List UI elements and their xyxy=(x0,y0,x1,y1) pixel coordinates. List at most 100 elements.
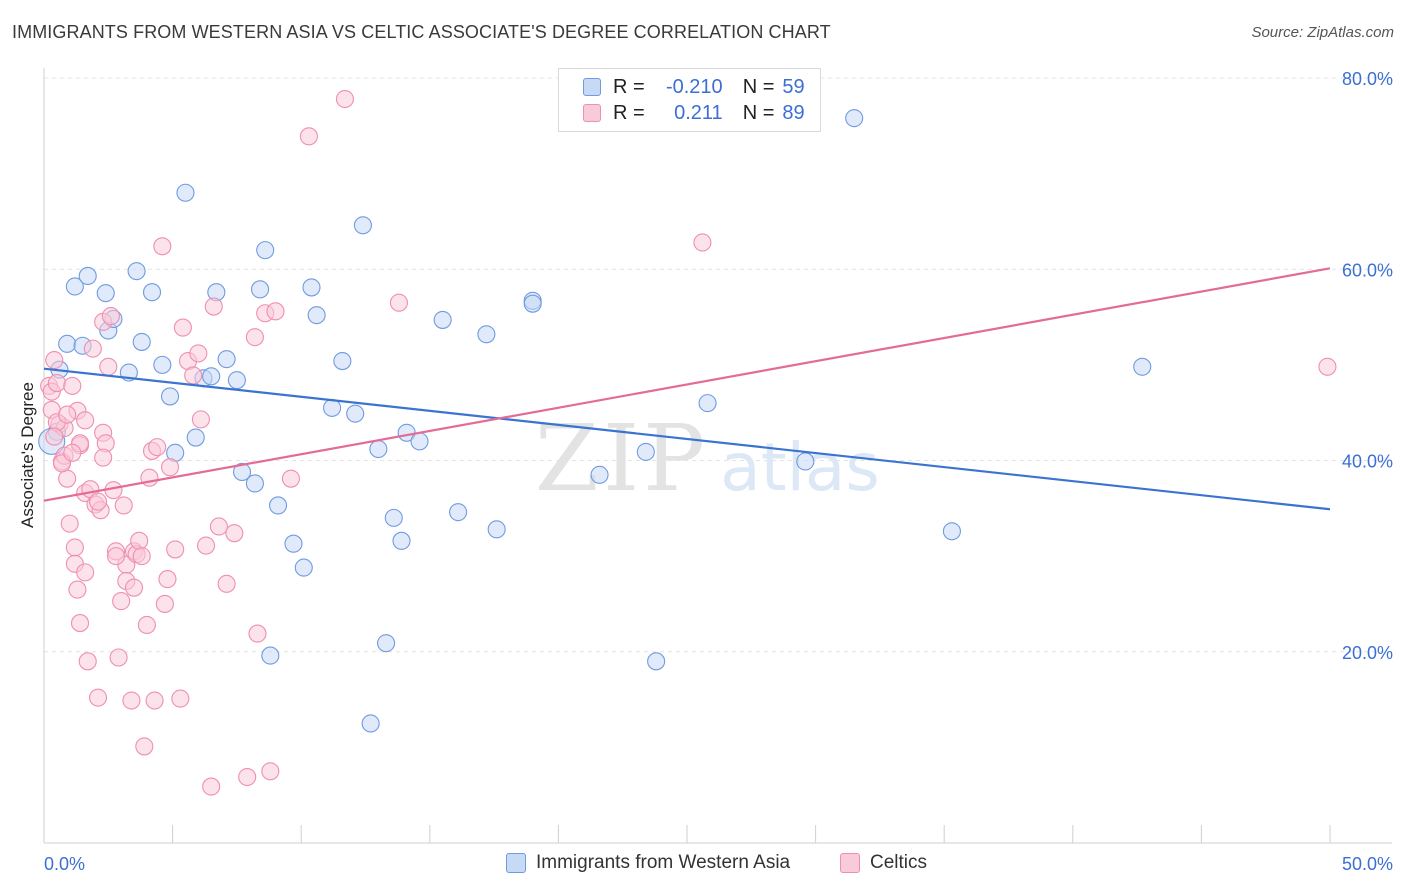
point-celtics xyxy=(78,652,97,671)
point-western-asia xyxy=(127,262,146,281)
y-tick-label: 20.0% xyxy=(1342,643,1393,663)
point-celtics xyxy=(94,448,113,467)
point-celtics xyxy=(217,574,236,593)
legend-n-value-western-asia: 59 xyxy=(782,75,805,98)
point-western-asia xyxy=(142,283,162,302)
point-celtics xyxy=(112,592,131,611)
point-celtics xyxy=(248,624,267,643)
point-western-asia xyxy=(377,634,396,653)
point-celtics xyxy=(238,767,257,787)
point-western-asia xyxy=(232,462,252,482)
point-celtics xyxy=(158,570,177,589)
point-celtics xyxy=(114,496,133,515)
grid-lines xyxy=(44,77,1392,653)
point-celtics xyxy=(124,578,144,597)
point-western-asia xyxy=(202,367,221,386)
point-celtics xyxy=(204,297,223,316)
point-celtics xyxy=(145,691,164,710)
point-western-asia xyxy=(410,432,429,451)
trend-line-western-asia xyxy=(43,367,1331,511)
point-celtics xyxy=(106,547,126,566)
point-western-asia xyxy=(392,531,411,550)
point-celtics xyxy=(68,580,87,599)
point-celtics xyxy=(281,469,300,488)
legend-row-celtics: R = 0.211 N = 89 xyxy=(583,100,805,126)
point-celtics xyxy=(132,547,151,566)
point-western-asia xyxy=(346,404,365,423)
y-tick-label: 60.0% xyxy=(1342,260,1393,280)
point-western-asia xyxy=(227,371,246,390)
chart-source: Source: ZipAtlas.com xyxy=(1251,24,1394,41)
point-celtics xyxy=(173,318,192,337)
point-western-asia xyxy=(153,355,172,374)
point-celtics xyxy=(166,540,185,559)
legend-n-label: N = xyxy=(742,75,775,98)
point-western-asia xyxy=(942,522,961,541)
point-celtics xyxy=(63,376,82,395)
correlation-legend: R = -0.210 N = 59 R = 0.211 N = 89 xyxy=(558,68,821,132)
point-western-asia xyxy=(245,474,264,493)
legend-r-label: R = xyxy=(613,75,645,98)
point-celtics xyxy=(245,328,264,347)
trend-line-celtics xyxy=(43,267,1331,502)
point-celtics xyxy=(58,405,77,424)
bottom-legend-western-asia: Immigrants from Western Asia xyxy=(506,852,790,874)
axes xyxy=(43,68,1392,844)
point-celtics xyxy=(70,614,90,633)
legend-n-value-celtics: 89 xyxy=(782,101,805,124)
point-western-asia xyxy=(96,284,115,303)
point-western-asia xyxy=(523,294,542,313)
legend-r-label: R = xyxy=(613,101,645,124)
point-celtics xyxy=(88,492,108,511)
point-western-asia xyxy=(384,508,403,527)
point-celtics xyxy=(130,531,149,550)
x-tick-label: 0.0% xyxy=(44,854,85,874)
point-celtics xyxy=(160,458,180,477)
legend-row-western-asia: R = -0.210 N = 59 xyxy=(583,74,805,100)
legend-r-value-western-asia: -0.210 xyxy=(665,75,723,98)
point-celtics xyxy=(171,689,190,708)
point-western-asia xyxy=(477,325,496,344)
point-celtics xyxy=(299,127,318,146)
bottom-legend-swatch-western-asia xyxy=(506,853,526,873)
point-western-asia xyxy=(307,306,326,325)
point-celtics xyxy=(58,469,77,488)
bottom-legend-celtics: Celtics xyxy=(840,852,927,874)
point-western-asia xyxy=(1133,357,1152,376)
point-celtics xyxy=(99,357,118,376)
point-celtics xyxy=(261,762,280,781)
point-celtics xyxy=(148,438,167,457)
point-celtics xyxy=(63,443,82,462)
data-points xyxy=(38,89,1337,796)
point-celtics xyxy=(109,648,128,667)
point-western-asia xyxy=(369,439,388,459)
point-celtics xyxy=(137,615,156,635)
y-tick-label: 40.0% xyxy=(1342,452,1393,472)
point-western-asia xyxy=(845,109,864,128)
point-western-asia xyxy=(132,332,151,351)
point-celtics xyxy=(65,538,84,557)
point-western-asia xyxy=(160,387,180,406)
legend-swatch-celtics xyxy=(583,104,601,122)
point-western-asia xyxy=(302,278,321,297)
point-western-asia xyxy=(636,442,655,461)
point-celtics xyxy=(101,307,120,326)
point-western-asia xyxy=(361,714,380,733)
y-axis-label: Associate's Degree xyxy=(18,382,37,528)
point-western-asia xyxy=(353,216,372,235)
point-western-asia xyxy=(449,503,468,522)
point-western-asia xyxy=(487,520,506,539)
point-celtics xyxy=(335,89,354,109)
point-celtics xyxy=(135,737,154,756)
point-western-asia xyxy=(78,266,97,285)
point-celtics xyxy=(196,536,216,555)
point-celtics xyxy=(83,339,102,358)
point-celtics xyxy=(155,594,174,613)
point-western-asia xyxy=(186,428,205,447)
point-western-asia xyxy=(217,350,236,369)
point-celtics xyxy=(153,237,172,256)
x-tick-label: 50.0% xyxy=(1342,854,1393,874)
point-western-asia xyxy=(433,310,452,329)
point-celtics xyxy=(225,524,244,543)
